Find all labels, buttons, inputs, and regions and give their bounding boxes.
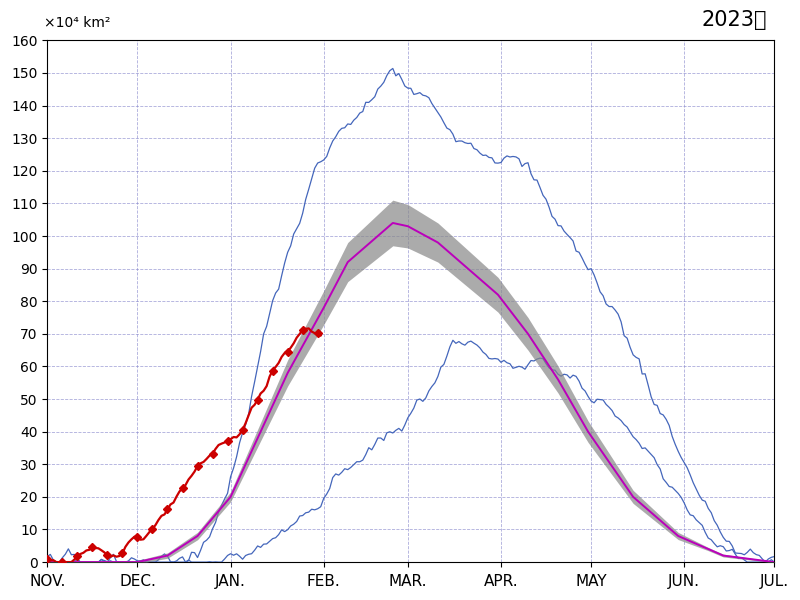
Text: 2023年: 2023年 bbox=[702, 10, 767, 30]
Text: ×10⁴ km²: ×10⁴ km² bbox=[44, 16, 110, 30]
